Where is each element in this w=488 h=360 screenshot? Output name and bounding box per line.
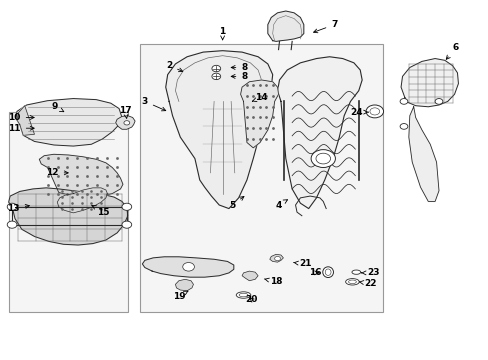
- Circle shape: [7, 221, 17, 228]
- Text: 13: 13: [7, 204, 29, 213]
- Circle shape: [122, 203, 131, 210]
- Polygon shape: [57, 188, 107, 213]
- Polygon shape: [116, 116, 135, 129]
- Polygon shape: [142, 257, 233, 277]
- Polygon shape: [408, 107, 438, 202]
- Circle shape: [122, 221, 131, 228]
- Polygon shape: [16, 99, 122, 146]
- Circle shape: [211, 65, 220, 72]
- Text: 6: 6: [446, 43, 458, 59]
- Polygon shape: [269, 254, 283, 262]
- Text: 11: 11: [8, 124, 34, 133]
- Polygon shape: [17, 106, 34, 135]
- Polygon shape: [400, 59, 458, 107]
- Text: 18: 18: [264, 277, 282, 286]
- Circle shape: [369, 108, 379, 115]
- Ellipse shape: [345, 279, 359, 285]
- Circle shape: [315, 153, 330, 164]
- Text: 2: 2: [165, 61, 183, 72]
- Text: 3: 3: [142, 97, 165, 111]
- Polygon shape: [165, 51, 272, 208]
- Circle shape: [366, 105, 383, 118]
- Text: 19: 19: [172, 291, 188, 301]
- Ellipse shape: [348, 280, 356, 284]
- Text: 15: 15: [92, 205, 109, 217]
- Ellipse shape: [322, 267, 333, 278]
- Ellipse shape: [236, 292, 250, 298]
- Text: 10: 10: [8, 113, 34, 122]
- Polygon shape: [267, 11, 303, 41]
- Bar: [140, 44, 382, 312]
- Text: 12: 12: [46, 168, 68, 177]
- Text: 5: 5: [229, 197, 244, 210]
- Polygon shape: [9, 188, 127, 245]
- Circle shape: [399, 123, 407, 129]
- Ellipse shape: [351, 270, 360, 274]
- Text: 8: 8: [231, 72, 247, 81]
- Polygon shape: [175, 279, 193, 291]
- Polygon shape: [240, 80, 278, 148]
- Text: 16: 16: [308, 268, 321, 277]
- Circle shape: [274, 256, 280, 261]
- Text: 23: 23: [361, 268, 379, 277]
- Text: 24: 24: [349, 108, 367, 117]
- Ellipse shape: [239, 293, 247, 297]
- Text: 22: 22: [358, 279, 376, 288]
- Text: 7: 7: [313, 20, 337, 33]
- Polygon shape: [277, 57, 362, 208]
- Circle shape: [183, 262, 194, 271]
- Circle shape: [211, 73, 220, 80]
- Circle shape: [434, 99, 442, 104]
- Polygon shape: [39, 154, 122, 197]
- Text: 4: 4: [275, 200, 287, 210]
- Bar: [9, 112, 127, 312]
- Polygon shape: [242, 271, 258, 281]
- Text: 20: 20: [245, 295, 258, 304]
- Circle shape: [123, 121, 129, 125]
- Text: 8: 8: [231, 63, 247, 72]
- Circle shape: [399, 99, 407, 104]
- Text: 1: 1: [219, 27, 225, 40]
- Circle shape: [310, 150, 335, 167]
- Ellipse shape: [325, 269, 330, 275]
- Text: 17: 17: [119, 106, 131, 118]
- Text: 9: 9: [52, 102, 63, 112]
- Circle shape: [7, 203, 17, 210]
- Text: 21: 21: [293, 260, 311, 269]
- Text: 14: 14: [252, 93, 267, 102]
